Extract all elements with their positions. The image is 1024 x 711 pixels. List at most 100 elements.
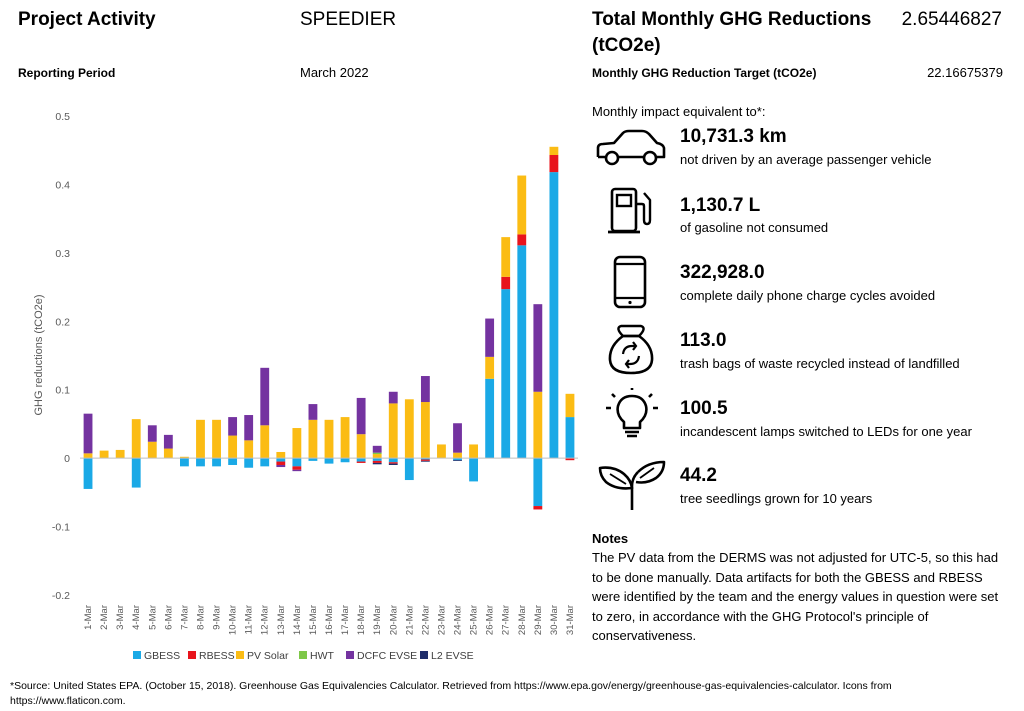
bar-dcfc-evse [485,318,495,357]
legend-label: DCFC EVSE [357,650,417,662]
x-tick-label: 12-Mar [260,605,271,635]
bar-gbess [420,458,430,460]
x-tick-label: 23-Mar [436,605,447,635]
bar-pv-solar [469,444,478,459]
notes-heading: Notes [592,531,629,546]
bar-rbess [292,466,302,470]
x-tick-label: 11-Mar [244,605,255,634]
bar-rbess [276,461,286,465]
bar-rbess [565,458,575,461]
fuel-pump-icon [608,187,652,234]
seedling-icon [598,460,666,510]
bar-dcfc-evse [453,423,462,453]
bar-dcfc-evse [163,434,173,449]
impact-desc-car: not driven by an average passenger vehic… [680,152,932,167]
total-ghg-label: Total Monthly GHG Reductions (tCO2e) [592,9,872,56]
impact-value-phone: 322,928.0 [680,262,765,283]
reporting-period-value: March 2022 [300,65,369,80]
bar-pv-solar [212,419,221,459]
legend-label: GBESS [144,650,180,662]
bar-gbess [340,458,350,463]
bar-gbess [469,458,478,482]
bar-gbess [244,458,254,468]
x-tick-label: 5-Mar [147,605,158,630]
impact-value-bags: 113.0 [680,330,727,351]
bar-dcfc-evse [83,413,93,454]
bar-dcfc-evse [260,367,270,426]
legend-label: PV Solar [247,650,289,662]
x-tick-label: 18-Mar [356,605,367,635]
bar-rbess [501,276,511,290]
x-tick-label: 6-Mar [163,605,174,630]
bar-dcfc-evse [244,415,254,441]
bar-gbess [404,458,414,481]
bar-gbess [292,458,302,467]
bar-rbess [549,155,559,173]
chart-bars [83,146,575,510]
total-ghg-value: 2.65446827 [901,9,1002,30]
phone-icon [613,255,647,309]
y-axis-label: GHG reductions (tCO2e) [33,294,45,415]
bar-l2-evse [388,463,398,465]
bar-gbess [131,458,141,488]
x-tick-label: 31-Mar [565,605,576,635]
impact-value-seedlings: 44.2 [680,465,717,486]
bar-dcfc-evse [228,417,238,436]
bar-pv-solar [404,399,414,459]
bar-pv-solar [372,454,382,459]
bar-dcfc-evse [356,397,366,435]
x-tick-label: 16-Mar [324,605,335,635]
x-tick-label: 25-Mar [469,605,480,635]
bar-dcfc-evse [276,464,286,468]
bar-pv-solar [340,417,350,459]
x-tick-label: 24-Mar [453,605,464,635]
bar-gbess [260,458,270,467]
bar-pv-solar [453,452,462,459]
legend-label: RBESS [199,650,235,662]
x-tick-label: 28-Mar [517,605,528,635]
x-tick-label: 13-Mar [276,605,287,635]
project-activity-label: Project Activity [18,9,156,30]
impact-value-car: 10,731.3 km [680,126,787,147]
bar-rbess [533,506,543,510]
bar-pv-solar [324,419,334,459]
bar-pv-solar [244,440,254,459]
bar-rbess [420,459,430,461]
notes-text: The PV data from the DERMS was not adjus… [592,550,999,643]
bar-gbess [324,458,334,464]
reporting-period-label: Reporting Period [18,66,116,80]
legend-swatch [420,651,428,659]
y-tick-label: 0.3 [55,248,70,260]
x-tick-label: 26-Mar [485,605,496,635]
x-tick-label: 19-Mar [372,605,383,635]
bar-l2-evse [420,460,430,462]
bar-gbess [180,458,189,467]
impact-intro: Monthly impact equivalent to*: [592,104,766,119]
bar-rbess [356,461,366,463]
bar-dcfc-evse [308,404,318,420]
x-tick-label: 20-Mar [388,605,399,635]
bar-gbess [388,458,398,463]
x-tick-label: 2-Mar [99,605,110,630]
bar-gbess [228,458,238,465]
bar-rbess [372,460,382,463]
y-tick-label: 0.2 [55,316,70,328]
bar-dcfc-evse [372,445,382,453]
bar-pv-solar [147,441,157,459]
bar-pv-solar [131,419,141,459]
bar-pv-solar [420,402,430,459]
lightbulb-icon [606,388,658,438]
legend-label: L2 EVSE [431,650,474,662]
x-tick-label: 21-Mar [404,605,415,635]
bar-rbess [388,462,398,464]
bar-dcfc-evse [420,376,430,403]
impact-desc-lamps: incandescent lamps switched to LEDs for … [680,424,972,439]
bar-gbess [549,172,559,459]
recycle-bag-icon [608,324,654,375]
bar-pv-solar [356,434,366,459]
bar-pv-solar [83,453,93,459]
x-tick-label: 8-Mar [195,605,206,630]
bar-pv-solar [115,449,125,459]
bar-pv-solar [99,450,109,459]
bar-gbess [356,458,366,462]
